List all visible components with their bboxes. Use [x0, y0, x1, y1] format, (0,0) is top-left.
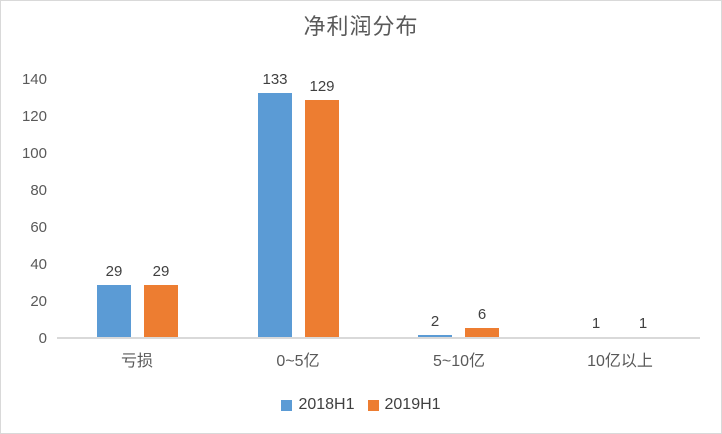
legend-swatch-icon [367, 399, 379, 411]
y-tick-label: 60 [30, 219, 47, 236]
bar-2019H1-5~10亿 [465, 328, 499, 339]
data-label: 133 [262, 71, 288, 88]
x-axis-label: 亏损 [120, 353, 153, 370]
data-label: 1 [638, 315, 648, 332]
x-axis-label: 5~10亿 [432, 353, 486, 370]
bar-2018H1-亏损 [97, 285, 131, 339]
data-label: 2 [430, 313, 440, 330]
y-tick-label: 20 [30, 293, 47, 310]
legend-entry-2019H1: 2019H1 [367, 396, 441, 414]
x-axis-label: 0~5亿 [276, 353, 320, 370]
chart-title: 净利润分布 [303, 14, 419, 39]
data-label: 6 [477, 306, 487, 323]
bar-2019H1-亏损 [144, 285, 178, 339]
x-axis-label: 10亿以上 [587, 353, 653, 370]
bar-2018H1-0~5亿 [258, 93, 292, 339]
data-label: 129 [309, 78, 335, 95]
y-tick-label: 80 [30, 182, 47, 199]
y-tick-label: 120 [21, 108, 47, 125]
y-tick-label: 100 [21, 145, 47, 162]
legend-label: 2019H1 [384, 396, 441, 413]
data-label: 1 [591, 315, 601, 332]
legend-swatch-icon [281, 399, 293, 411]
x-axis-line [57, 337, 700, 339]
legend-entry-2018H1: 2018H1 [281, 396, 355, 414]
data-label: 29 [105, 263, 123, 280]
y-tick-label: 0 [38, 330, 47, 347]
legend: 2018H1 2019H1 [1, 396, 721, 414]
bar-2019H1-0~5亿 [305, 100, 339, 339]
data-label: 29 [152, 263, 170, 280]
y-tick-label: 40 [30, 256, 47, 273]
y-tick-label: 140 [21, 71, 47, 88]
legend-label: 2018H1 [298, 396, 355, 413]
